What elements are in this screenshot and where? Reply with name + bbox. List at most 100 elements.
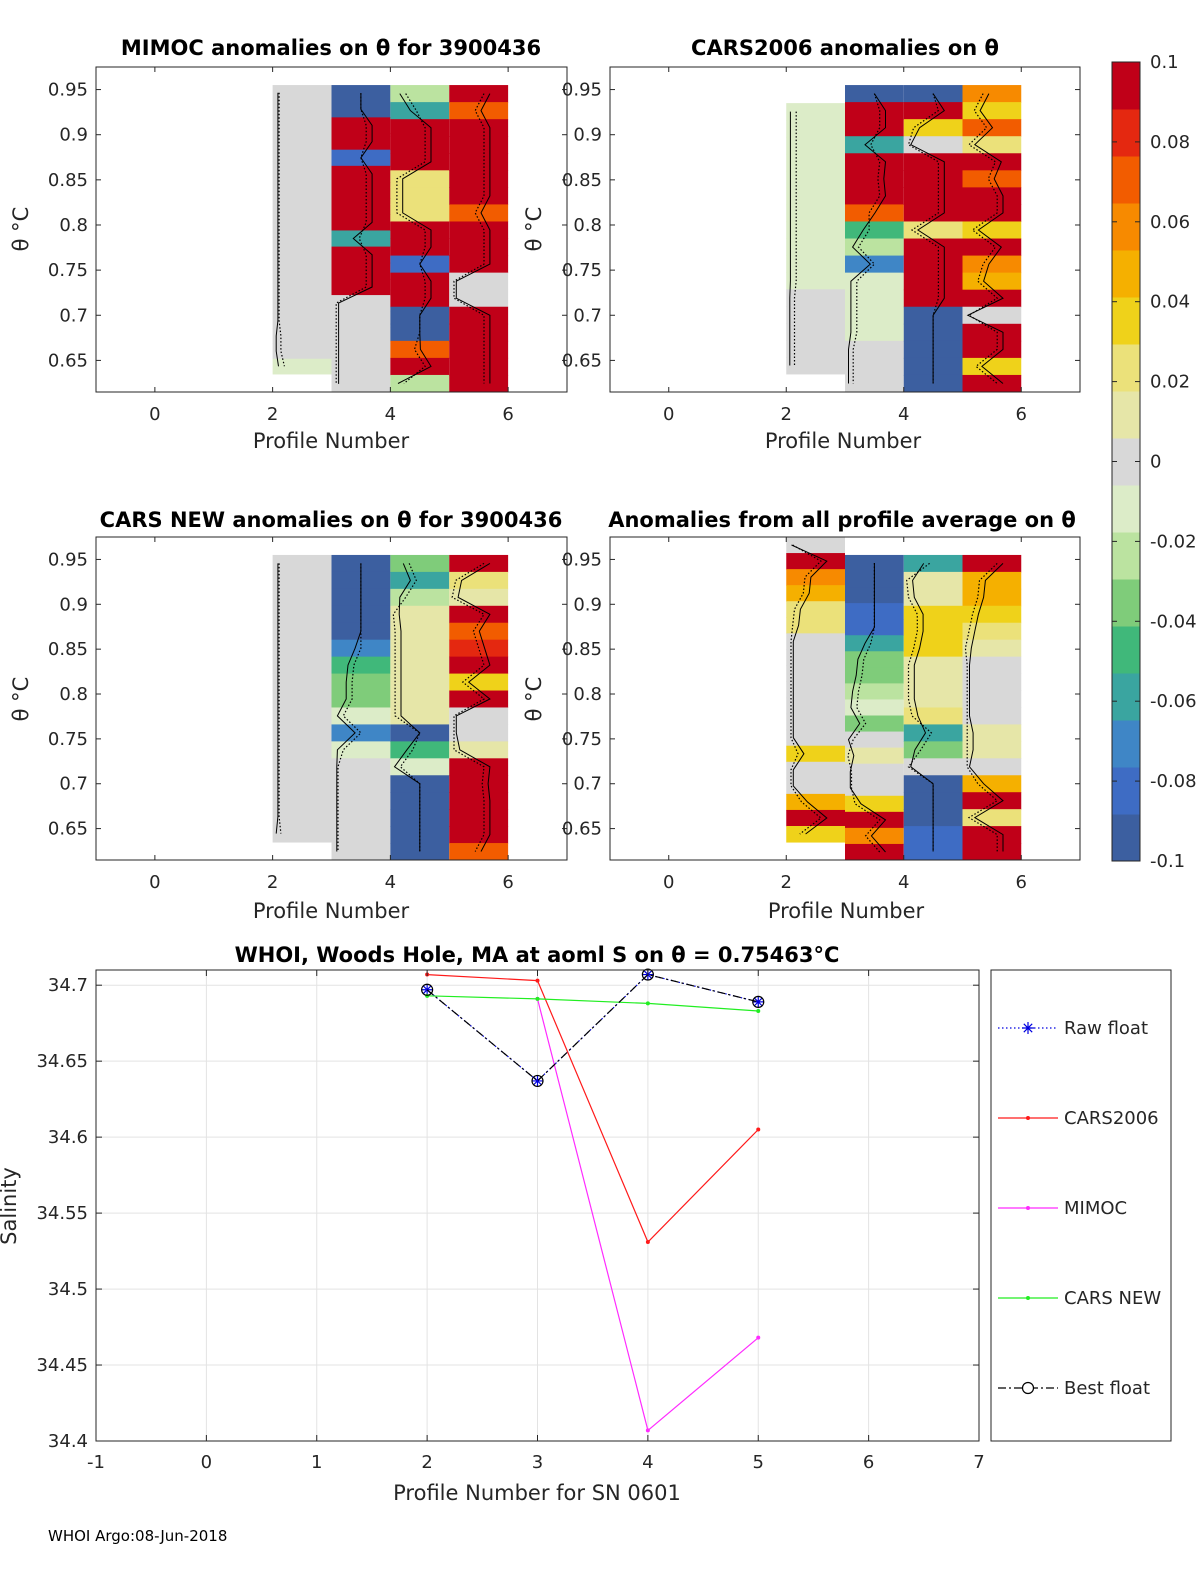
y-tick-label: 0.75 bbox=[48, 260, 88, 281]
heatmap-cell bbox=[962, 826, 1022, 844]
heatmap-cell bbox=[390, 707, 450, 725]
colorbar-swatch bbox=[1112, 156, 1140, 204]
heatmap-cells bbox=[272, 85, 509, 392]
series-cars2006 bbox=[425, 972, 761, 1244]
y-tick-label: 0.75 bbox=[562, 729, 602, 750]
heatmap-cell bbox=[962, 758, 1022, 776]
heatmap-cell bbox=[272, 656, 332, 674]
heatmap-cell bbox=[390, 170, 450, 188]
heatmap-cell bbox=[962, 323, 1022, 342]
x-tick-label: 2 bbox=[781, 872, 792, 893]
heatmap-cell bbox=[786, 569, 845, 586]
x-tick-label: 4 bbox=[898, 404, 909, 425]
heatmap-cell bbox=[962, 102, 1022, 120]
heatmap-cell bbox=[845, 357, 904, 376]
x-tick-label: 2 bbox=[421, 1452, 432, 1473]
data-point bbox=[752, 995, 765, 1009]
data-point bbox=[645, 1001, 650, 1006]
profile-trace bbox=[455, 562, 491, 852]
panel-title: CARS2006 anomalies on θ bbox=[691, 36, 999, 60]
heatmap-cell bbox=[272, 343, 332, 360]
heatmap-cell bbox=[272, 313, 332, 329]
heatmap-cell bbox=[449, 605, 509, 624]
heatmap-cell bbox=[449, 792, 509, 810]
heatmap-cell bbox=[962, 340, 1022, 359]
heatmap-cell bbox=[786, 761, 845, 779]
heatmap-cell bbox=[962, 85, 1022, 103]
legend-marker bbox=[1021, 1381, 1035, 1395]
heatmap-cell bbox=[272, 221, 332, 238]
x-tick-label: 4 bbox=[642, 1452, 653, 1473]
heatmap-cell bbox=[272, 757, 332, 775]
heatmap-cell bbox=[449, 221, 509, 240]
y-tick-label: 0.7 bbox=[59, 774, 88, 795]
x-tick-label: 0 bbox=[663, 872, 674, 893]
y-tick-label: 0.95 bbox=[48, 549, 88, 570]
panel-mimoc-anomalies: MIMOC anomalies on θ for 3900436 Profile… bbox=[9, 36, 568, 453]
colorbar-swatch bbox=[1112, 579, 1140, 627]
heatmap-cell bbox=[903, 102, 963, 120]
heatmap-cell bbox=[903, 843, 963, 860]
x-tick-label: 2 bbox=[267, 872, 278, 893]
heatmap-cell bbox=[390, 357, 450, 376]
heatmap-cell bbox=[272, 282, 332, 299]
heatmap-cell bbox=[962, 792, 1022, 810]
x-tick-label: 4 bbox=[385, 872, 396, 893]
heatmap-cell bbox=[390, 656, 450, 675]
legend-marker bbox=[1026, 1206, 1030, 1210]
heatmap-cell bbox=[449, 306, 509, 325]
heatmap-cell bbox=[903, 289, 963, 308]
heatmap-cell bbox=[390, 639, 450, 658]
heatmap-cell bbox=[845, 170, 904, 188]
x-tick-label: 2 bbox=[267, 404, 278, 425]
heatmap-cell bbox=[786, 272, 845, 290]
x-tick-label: -1 bbox=[87, 1452, 105, 1473]
y-axis-label: θ °C bbox=[9, 207, 33, 252]
heatmap-cell bbox=[962, 741, 1022, 759]
heatmap-cell bbox=[390, 272, 450, 291]
x-tick-label: 6 bbox=[1016, 404, 1027, 425]
heatmap-cell bbox=[786, 777, 845, 795]
panel-cars-new-anomalies: CARS NEW anomalies on θ for 3900436 Prof… bbox=[9, 508, 568, 923]
heatmap-cell bbox=[272, 115, 332, 132]
heatmap-cell bbox=[449, 153, 509, 171]
heatmap-cell bbox=[962, 605, 1022, 624]
y-tick-label: 0.95 bbox=[48, 80, 88, 101]
y-tick-label: 0.9 bbox=[573, 125, 602, 146]
heatmap-cell bbox=[449, 554, 509, 573]
heatmap-cell bbox=[449, 656, 509, 675]
heatmap-cell bbox=[962, 690, 1022, 708]
heatmap-cell bbox=[845, 221, 904, 240]
heatmap-cell bbox=[449, 775, 509, 793]
x-tick-label: 3 bbox=[532, 1452, 543, 1473]
heatmap-cell bbox=[449, 272, 509, 291]
heatmap-cell bbox=[331, 792, 391, 810]
colorbar-swatch bbox=[1112, 673, 1140, 721]
heatmap-cell bbox=[903, 136, 963, 154]
y-tick-label: 34.65 bbox=[36, 1051, 88, 1072]
x-tick-label: 6 bbox=[502, 872, 513, 893]
heatmap-cell bbox=[845, 289, 904, 308]
heatmap-cell bbox=[786, 649, 845, 666]
heatmap-cell bbox=[331, 843, 391, 860]
colorbar: 0.1 0.08 0.06 0.04 0.02 0 -0.02 -0.04 -0.06 -0.08… bbox=[1111, 52, 1197, 872]
legend-label: MIMOC bbox=[1064, 1198, 1127, 1219]
heatmap-cell bbox=[903, 656, 963, 675]
x-axis-label: Profile Number bbox=[253, 429, 410, 453]
series-best-float bbox=[421, 968, 765, 1088]
heatmap-cell bbox=[786, 357, 845, 375]
heatmap-cell bbox=[272, 554, 332, 573]
heatmap-cell bbox=[962, 656, 1022, 675]
heatmap-cell bbox=[272, 328, 332, 345]
heatmap-cell bbox=[390, 673, 450, 692]
x-tick-label: 0 bbox=[149, 404, 160, 425]
heatmap-cell bbox=[962, 255, 1022, 274]
colorbar-swatch bbox=[1112, 62, 1140, 110]
y-tick-label: 0.75 bbox=[48, 729, 88, 750]
data-point bbox=[752, 996, 764, 1008]
colorbar-swatch bbox=[1112, 297, 1140, 345]
data-point bbox=[531, 1074, 544, 1088]
heatmap-cell bbox=[449, 289, 509, 308]
profile-trace bbox=[847, 563, 887, 853]
profile-trace bbox=[393, 563, 421, 852]
